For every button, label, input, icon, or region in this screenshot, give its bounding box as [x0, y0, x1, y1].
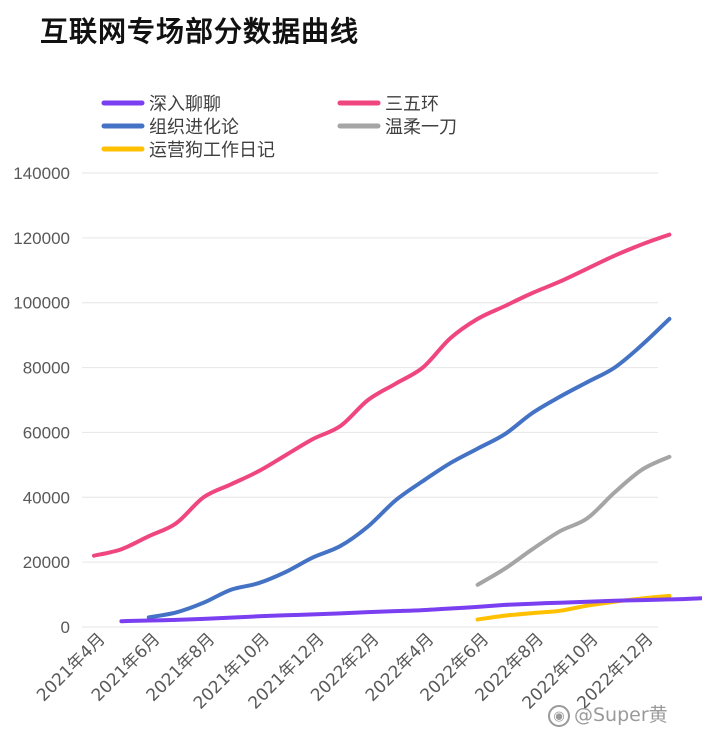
- series-line-2: [146, 316, 672, 620]
- legend-label: 三五环: [385, 94, 439, 115]
- y-tick-label: 80000: [23, 359, 70, 378]
- y-tick-label: 140000: [13, 164, 70, 183]
- chart-title: 互联网专场部分数据曲线: [40, 15, 360, 48]
- legend-label: 运营狗工作日记: [149, 140, 275, 161]
- series-line-3: [475, 454, 672, 587]
- weibo-icon: ◉: [548, 704, 570, 727]
- watermark-text: @Super黄: [574, 704, 668, 726]
- watermark: ◉ @Super黄: [548, 700, 668, 727]
- series-line-1: [92, 232, 672, 558]
- legend-label: 温柔一刀: [385, 117, 457, 138]
- y-tick-label: 0: [61, 618, 70, 637]
- legend-label: 组织进化论: [149, 117, 239, 138]
- y-tick-label: 100000: [13, 294, 70, 313]
- y-tick-label: 40000: [23, 488, 70, 507]
- series-layer: [92, 232, 702, 624]
- series-line-0: [119, 596, 702, 624]
- y-tick-label: 120000: [13, 229, 70, 248]
- grid-layer: [82, 172, 658, 628]
- y-tick-label: 60000: [23, 423, 70, 442]
- y-tick-label: 20000: [23, 553, 70, 572]
- y-axis-ticks: 0 20000 40000 60000 80000 100000 120000 140000: [13, 164, 70, 637]
- legend-label: 深入聊聊: [149, 94, 221, 115]
